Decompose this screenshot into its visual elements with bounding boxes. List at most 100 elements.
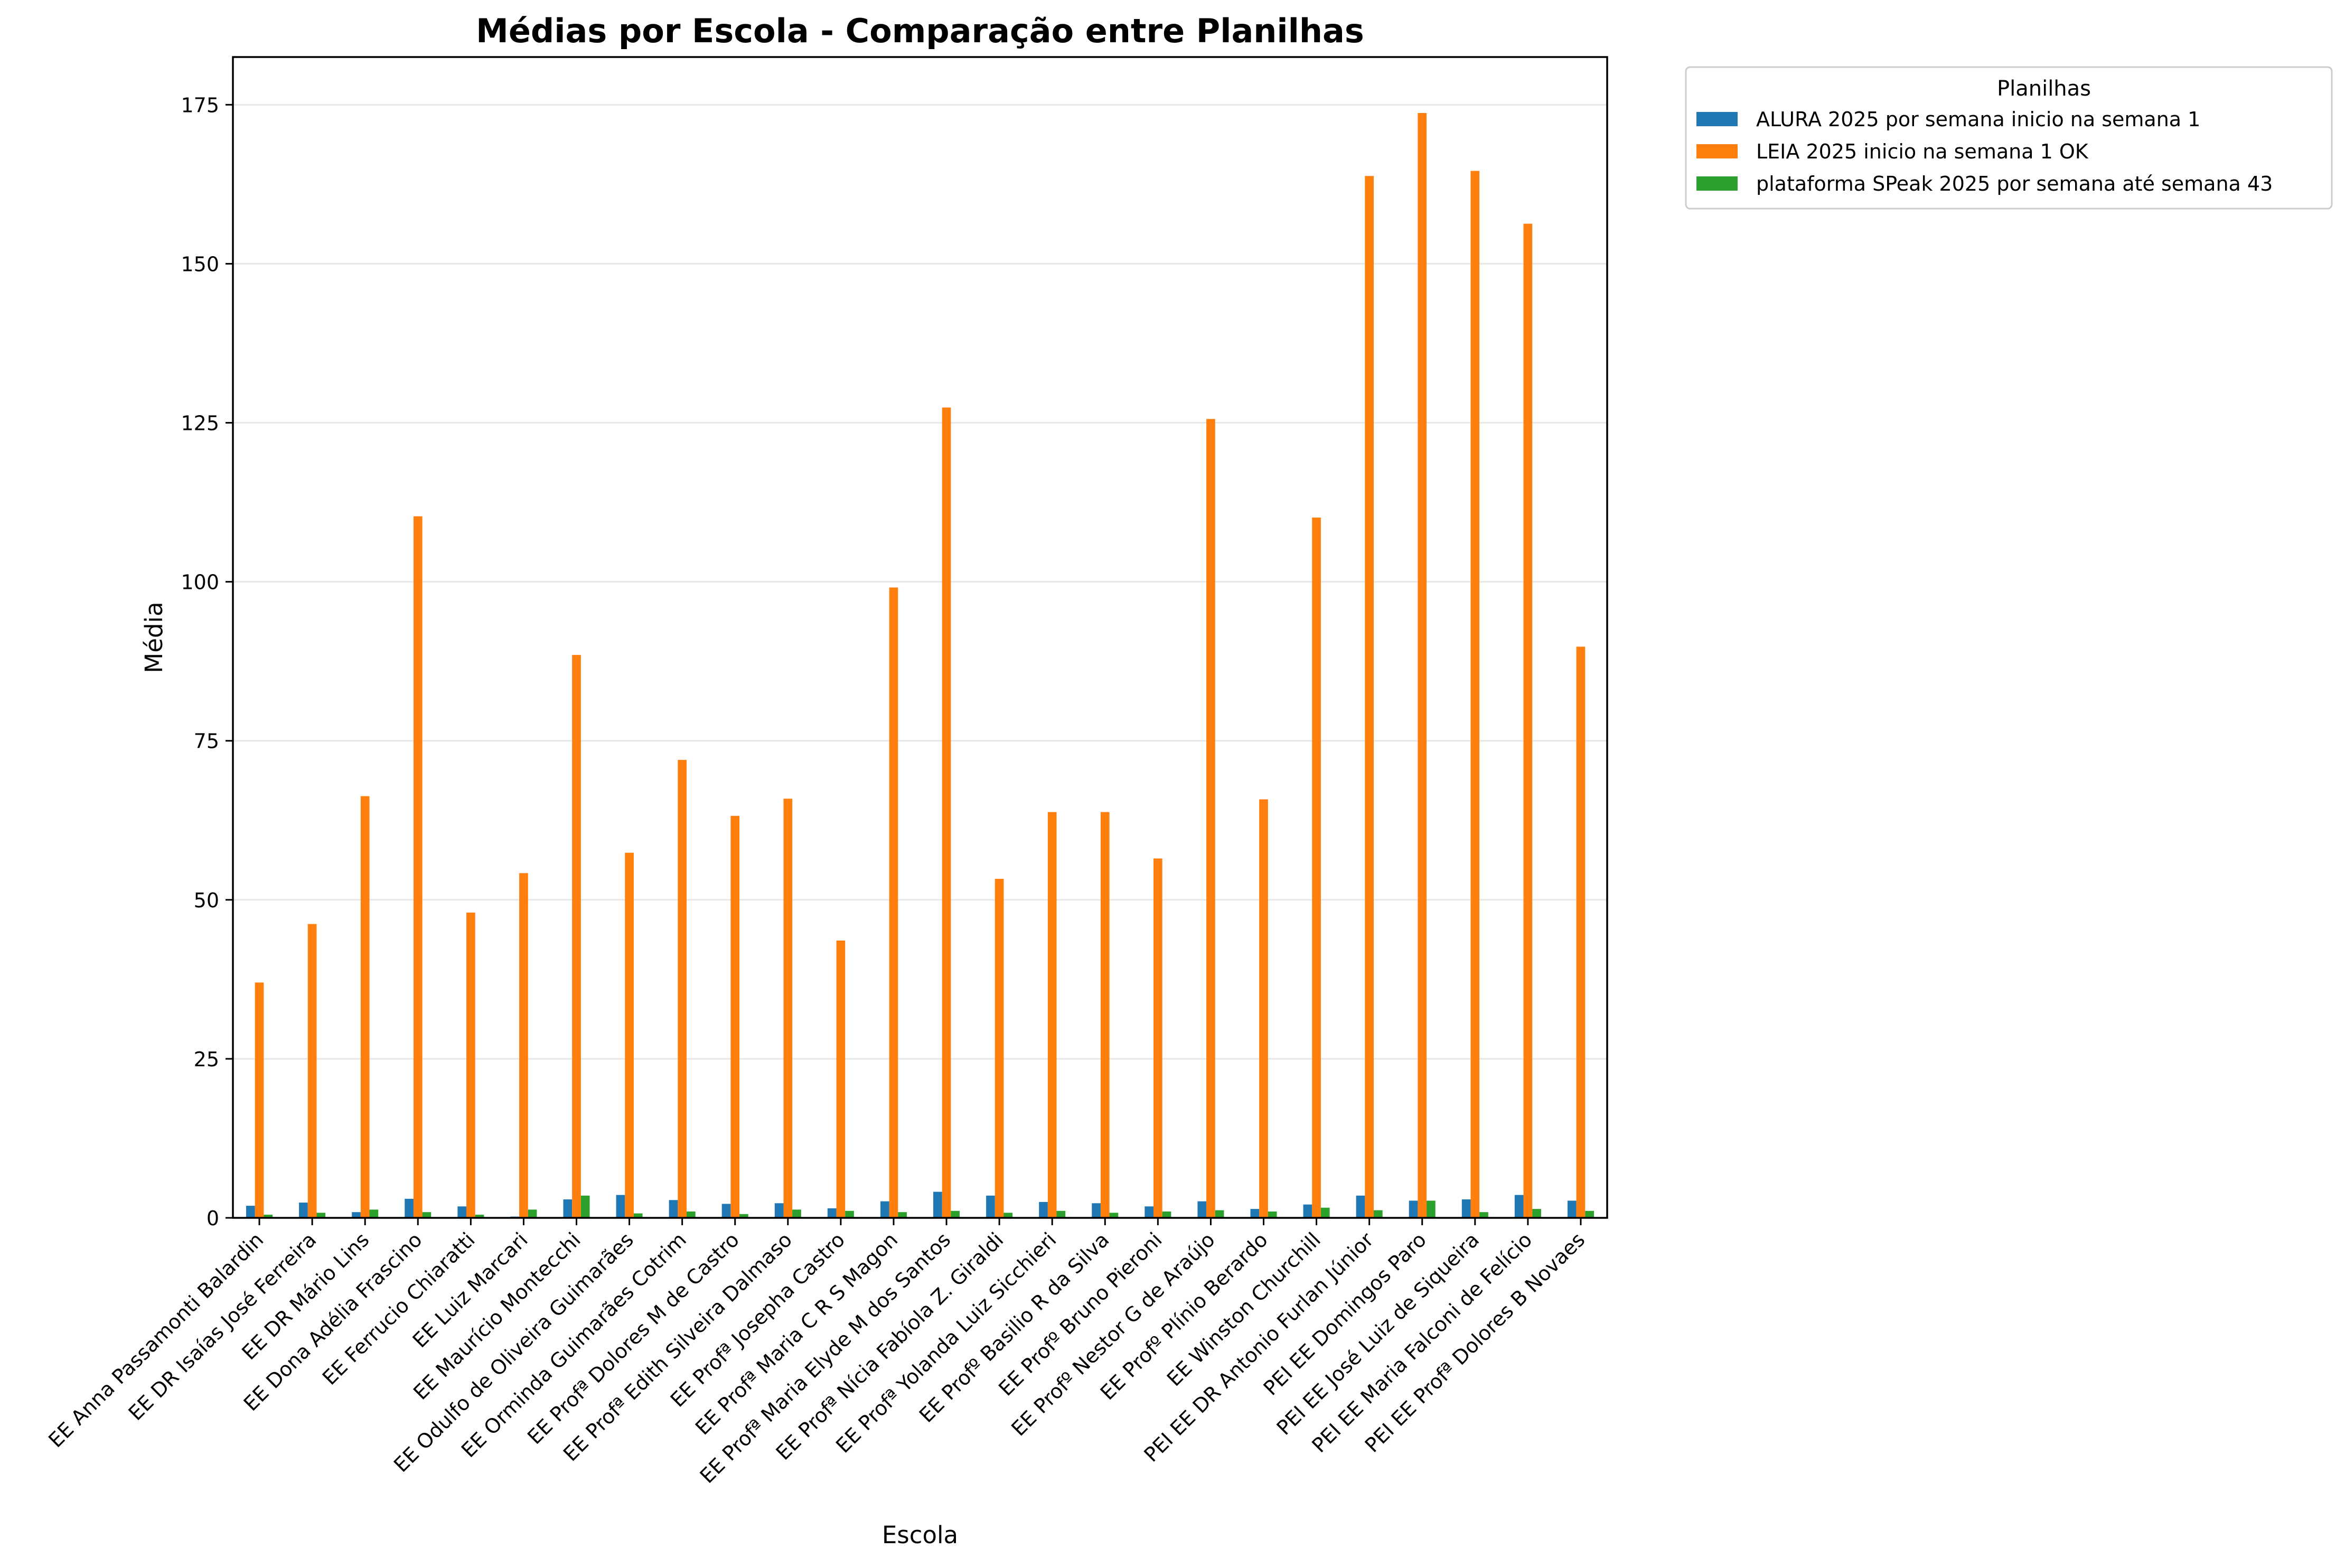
bar-alura-0 <box>246 1206 255 1218</box>
bar-leia-22 <box>1418 112 1427 1218</box>
bar-leia-3 <box>413 516 423 1218</box>
bar-leia-11 <box>836 940 846 1218</box>
y-tick-label: 50 <box>194 889 219 912</box>
bar-speak-18 <box>1215 1210 1224 1218</box>
bar-speak-5 <box>528 1209 537 1218</box>
bar-alura-25 <box>1567 1200 1577 1218</box>
bar-speak-25 <box>1585 1210 1594 1218</box>
bar-leia-2 <box>360 796 370 1218</box>
bar-leia-25 <box>1576 646 1586 1218</box>
legend-items: ALURA 2025 por semana inicio na semana 1… <box>1696 108 2273 195</box>
bar-leia-1 <box>307 924 317 1218</box>
bar-leia-9 <box>730 815 740 1218</box>
bar-speak-23 <box>1479 1212 1488 1218</box>
bar-alura-8 <box>669 1200 678 1218</box>
bar-alura-6 <box>563 1199 573 1218</box>
bar-alura-21 <box>1356 1195 1365 1218</box>
legend-entry-label: plataforma SPeak 2025 por semana até sem… <box>1756 172 2273 195</box>
bar-alura-23 <box>1461 1199 1471 1218</box>
bar-speak-4 <box>475 1214 484 1218</box>
bar-leia-21 <box>1365 176 1374 1218</box>
plot-frame <box>232 56 1608 1219</box>
bar-speak-12 <box>898 1212 907 1218</box>
y-tick-label: 25 <box>194 1048 219 1071</box>
bar-leia-24 <box>1523 223 1533 1218</box>
bar-speak-19 <box>1268 1211 1277 1218</box>
bar-leia-8 <box>678 759 687 1218</box>
bar-alura-15 <box>1039 1201 1048 1218</box>
bar-speak-7 <box>633 1213 643 1218</box>
bar-speak-9 <box>739 1214 748 1218</box>
y-tick-label: 125 <box>181 412 219 435</box>
bar-leia-17 <box>1153 858 1162 1218</box>
legend-entry-label: ALURA 2025 por semana inicio na semana 1 <box>1756 108 2200 131</box>
bar-speak-0 <box>264 1214 273 1218</box>
bar-alura-12 <box>880 1201 889 1218</box>
y-tick-label: 0 <box>207 1207 219 1230</box>
bar-speak-6 <box>580 1195 590 1218</box>
bar-alura-24 <box>1514 1195 1524 1218</box>
bar-speak-2 <box>369 1209 379 1218</box>
bar-alura-20 <box>1303 1204 1312 1218</box>
bar-leia-23 <box>1470 171 1480 1218</box>
y-axis-ticks: 0 25 50 75 100 125 150 175 <box>181 93 233 1230</box>
bar-speak-22 <box>1427 1200 1436 1218</box>
legend: Planilhas ALURA 2025 por semana inicio n… <box>1685 66 2333 210</box>
bar-leia-7 <box>625 852 634 1218</box>
legend-swatch <box>1696 144 1738 158</box>
y-tick-label: 150 <box>181 252 219 276</box>
bar-speak-11 <box>845 1210 854 1218</box>
bar-speak-17 <box>1162 1211 1171 1218</box>
bar-speak-10 <box>792 1209 801 1218</box>
bar-leia-18 <box>1206 419 1215 1218</box>
bar-leia-5 <box>519 873 528 1218</box>
bar-leia-13 <box>942 407 951 1218</box>
y-tick-label: 100 <box>181 571 219 594</box>
legend-swatch <box>1696 112 1738 126</box>
bar-alura-16 <box>1092 1203 1101 1218</box>
bar-speak-20 <box>1320 1207 1330 1218</box>
legend-title: Planilhas <box>1997 77 2091 101</box>
bar-alura-9 <box>721 1204 731 1218</box>
bar-speak-21 <box>1373 1210 1383 1218</box>
bar-alura-3 <box>405 1198 414 1218</box>
bar-leia-15 <box>1047 812 1057 1218</box>
bar-alura-14 <box>986 1195 995 1218</box>
legend-box <box>1685 66 2333 210</box>
bar-alura-1 <box>299 1203 308 1218</box>
legend-swatch <box>1696 176 1738 191</box>
bar-alura-2 <box>352 1212 361 1218</box>
bar-speak-14 <box>1003 1213 1013 1218</box>
y-tick-label: 175 <box>181 93 219 117</box>
bar-speak-16 <box>1109 1213 1119 1218</box>
bar-leia-19 <box>1259 799 1268 1218</box>
bar-leia-12 <box>889 587 898 1218</box>
bar-alura-18 <box>1197 1201 1207 1218</box>
bar-speak-24 <box>1532 1209 1541 1218</box>
chart-title: Médias por Escola - Comparação entre Pla… <box>476 12 1364 50</box>
bar-speak-3 <box>422 1212 432 1218</box>
bar-alura-11 <box>827 1208 837 1218</box>
bar-speak-13 <box>951 1210 960 1218</box>
y-tick-label: 75 <box>194 730 219 753</box>
bar-alura-7 <box>616 1195 625 1218</box>
bar-leia-0 <box>255 982 264 1218</box>
bar-leia-4 <box>466 912 475 1218</box>
bar-leia-6 <box>572 655 581 1218</box>
x-axis-label: Escola <box>882 1521 958 1549</box>
bar-leia-16 <box>1100 812 1110 1218</box>
bar-alura-19 <box>1250 1209 1260 1218</box>
bar-alura-22 <box>1409 1200 1418 1218</box>
bar-alura-4 <box>457 1206 467 1218</box>
bar-leia-14 <box>995 879 1004 1218</box>
bar-speak-15 <box>1056 1210 1066 1218</box>
bar-alura-10 <box>774 1203 784 1218</box>
bar-alura-17 <box>1145 1206 1154 1218</box>
bar-leia-10 <box>783 799 793 1218</box>
bar-leia-20 <box>1312 517 1321 1218</box>
bars-layer <box>246 112 1594 1218</box>
bar-speak-1 <box>316 1213 326 1218</box>
